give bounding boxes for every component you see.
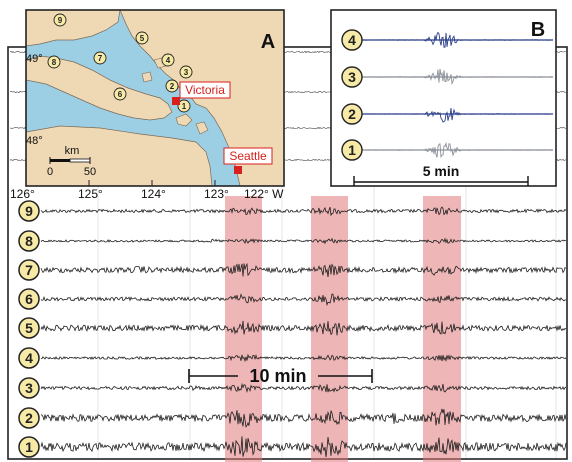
- inset-b-trace-4: [362, 31, 554, 48]
- inset-b-trace-3: [361, 68, 554, 86]
- map-station-3: 3: [179, 65, 193, 79]
- seattle-marker: [234, 166, 242, 174]
- svg-text:5: 5: [25, 320, 33, 336]
- trace-station-3: [40, 382, 567, 394]
- seattle-label: Seattle: [223, 147, 273, 165]
- svg-text:123°: 123°: [204, 187, 229, 201]
- inset-b-station-2: 2: [341, 103, 363, 125]
- map-scale-bar: km 0 50: [47, 145, 96, 178]
- svg-text:50: 50: [84, 166, 96, 178]
- svg-text:4: 4: [25, 350, 33, 366]
- map-station-markers: 9 8 7 6 5 4 3 2 1: [47, 13, 193, 113]
- trace-station-4: [40, 353, 567, 363]
- station-label-9: 9: [18, 200, 40, 222]
- trace-station-9: [40, 206, 567, 217]
- inset-b-trace-2: [361, 107, 553, 123]
- trace-station-7: [40, 262, 567, 277]
- lat-label-48: 48°: [26, 135, 43, 147]
- station-label-4: 4: [18, 347, 40, 369]
- inset-b-trace-1: [361, 141, 554, 159]
- svg-text:3: 3: [184, 68, 189, 77]
- svg-text:3: 3: [348, 69, 356, 85]
- map-station-4: 4: [161, 53, 175, 67]
- station-label-6: 6: [18, 288, 40, 310]
- svg-text:5 min: 5 min: [423, 163, 460, 179]
- svg-text:7: 7: [25, 262, 33, 278]
- map-inset: A 49° 48° 9 8 7 6 5 4 3 2 1 Victoria Sea…: [25, 9, 285, 187]
- station-label-1: 1: [18, 436, 40, 458]
- svg-text:8: 8: [52, 58, 57, 67]
- inset-b-station-3: 3: [341, 66, 363, 88]
- svg-text:4: 4: [348, 32, 356, 48]
- inset-b-panel-letter: B: [531, 19, 545, 41]
- svg-text:Seattle: Seattle: [229, 149, 267, 163]
- map-station-7: 7: [93, 51, 107, 65]
- station-label-3: 3: [18, 377, 40, 399]
- svg-text:4: 4: [166, 56, 171, 65]
- station-label-8: 8: [18, 230, 40, 252]
- map-panel-letter: A: [261, 31, 275, 53]
- svg-text:9: 9: [58, 16, 63, 25]
- inset-b-station-1: 1: [341, 139, 363, 161]
- svg-text:1: 1: [25, 439, 33, 455]
- svg-text:1: 1: [348, 142, 356, 158]
- map-station-6: 6: [113, 87, 127, 101]
- north-island-land: [25, 9, 121, 47]
- svg-text:3: 3: [25, 380, 33, 396]
- lat-label-49: 49°: [26, 53, 43, 65]
- svg-text:7: 7: [98, 54, 103, 63]
- victoria-label: Victoria: [179, 81, 231, 99]
- map-station-2: 2: [165, 79, 179, 93]
- station-label-5: 5: [18, 317, 40, 339]
- vancouver-island-land: [25, 55, 173, 121]
- svg-text:6: 6: [25, 291, 33, 307]
- svg-text:Victoria: Victoria: [185, 83, 225, 97]
- map-station-5: 5: [135, 31, 149, 45]
- longitude-labels: 126° 125° 124° 123° 122° W: [10, 187, 284, 201]
- inset-b-station-4: 4: [341, 29, 363, 51]
- svg-text:km: km: [65, 145, 80, 157]
- svg-text:2: 2: [25, 410, 33, 426]
- time-scale-label: 10 min: [249, 366, 306, 386]
- seismogram-inset-b: B 4 3 2 1 5 min: [330, 9, 557, 187]
- trace-station-2: [40, 408, 567, 428]
- svg-text:2: 2: [170, 82, 175, 91]
- trace-station-5: [40, 320, 567, 336]
- station-label-2: 2: [18, 407, 40, 429]
- svg-text:8: 8: [25, 233, 33, 249]
- svg-text:1: 1: [182, 102, 187, 111]
- svg-text:6: 6: [118, 90, 123, 99]
- map-station-9: 9: [53, 13, 67, 27]
- trace-station-8: [40, 237, 567, 245]
- map-station-1: 1: [177, 99, 191, 113]
- victoria-marker: [172, 97, 180, 105]
- station-label-7: 7: [18, 259, 40, 281]
- inset-b-scale-bar: 5 min: [353, 163, 529, 186]
- svg-text:126°: 126°: [10, 187, 35, 201]
- map-station-8: 8: [47, 55, 61, 69]
- trace-station-6: [40, 293, 566, 307]
- svg-text:9: 9: [25, 203, 33, 219]
- svg-text:2: 2: [348, 106, 356, 122]
- time-scale-bar: 10 min: [188, 366, 373, 386]
- svg-text:124°: 124°: [141, 187, 166, 201]
- svg-text:5: 5: [140, 34, 145, 43]
- trace-station-1: [40, 436, 567, 458]
- inset-b-station-labels: 4 3 2 1: [341, 29, 363, 161]
- main-station-labels: 9 8 7 6 5 4 3 2: [18, 200, 40, 458]
- svg-text:125°: 125°: [78, 187, 103, 201]
- inset-b-traces: [361, 31, 554, 159]
- svg-text:0: 0: [47, 166, 53, 178]
- svg-text:122° W: 122° W: [244, 187, 284, 201]
- main-traces: [40, 206, 567, 458]
